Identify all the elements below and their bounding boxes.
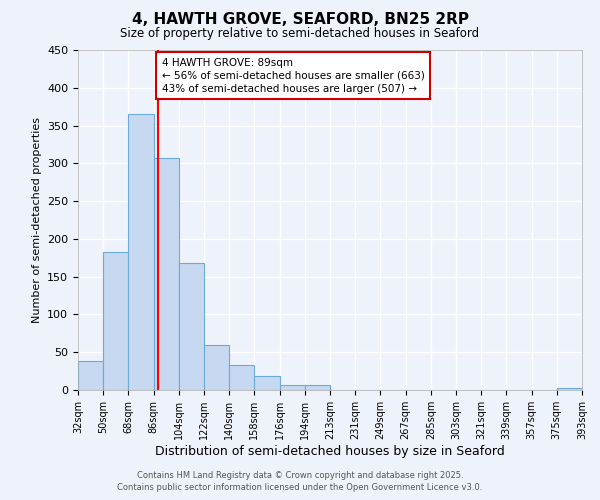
X-axis label: Distribution of semi-detached houses by size in Seaford: Distribution of semi-detached houses by … — [155, 444, 505, 458]
Y-axis label: Number of semi-detached properties: Number of semi-detached properties — [32, 117, 41, 323]
Text: Size of property relative to semi-detached houses in Seaford: Size of property relative to semi-detach… — [121, 28, 479, 40]
Bar — [280, 384, 305, 390]
Bar — [229, 365, 254, 390]
Text: Contains HM Land Registry data © Crown copyright and database right 2025.
Contai: Contains HM Land Registry data © Crown c… — [118, 471, 482, 492]
Text: 4 HAWTH GROVE: 89sqm
← 56% of semi-detached houses are smaller (663)
43% of semi: 4 HAWTH GROVE: 89sqm ← 56% of semi-detac… — [161, 58, 424, 94]
Bar — [254, 376, 280, 390]
Bar — [305, 386, 330, 390]
Bar — [557, 388, 582, 390]
Bar — [78, 362, 103, 390]
Bar — [154, 158, 179, 390]
Bar — [128, 114, 154, 390]
Bar — [179, 263, 204, 390]
Bar — [204, 344, 229, 390]
Bar — [103, 252, 128, 390]
Text: 4, HAWTH GROVE, SEAFORD, BN25 2RP: 4, HAWTH GROVE, SEAFORD, BN25 2RP — [131, 12, 469, 28]
